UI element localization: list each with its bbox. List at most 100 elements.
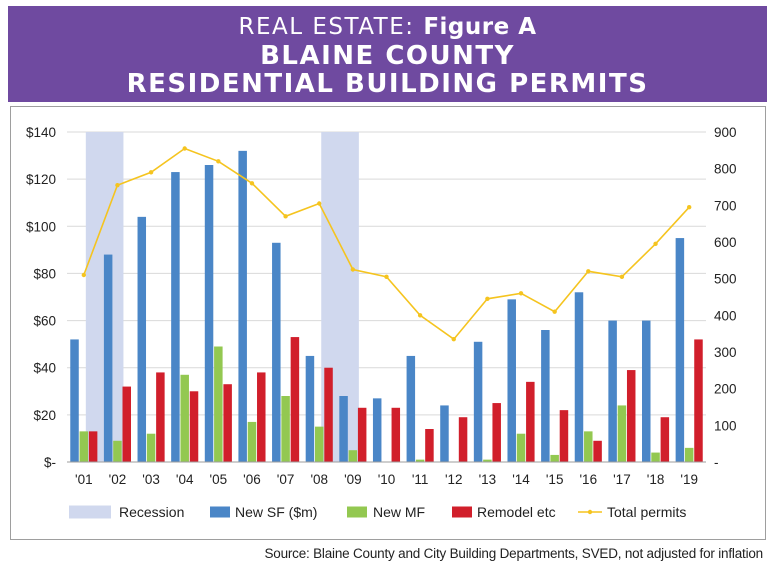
total-permits-point <box>148 170 154 175</box>
remodel-bar <box>526 381 535 462</box>
total-permits-point <box>249 181 255 186</box>
new-sf-bar <box>642 320 651 462</box>
legend-label: Remodel etc <box>477 504 556 520</box>
remodel-bar <box>257 372 266 462</box>
new-sf-bar <box>103 254 113 462</box>
x-tick-label: '11 <box>412 472 429 487</box>
remodel-bar <box>357 407 367 462</box>
x-tick-label: '15 <box>546 472 564 487</box>
x-tick-label: '14 <box>512 472 530 487</box>
header-banner: REAL ESTATE: Figure A BLAINE COUNTY RESI… <box>8 6 767 102</box>
left-tick-label: $40 <box>33 361 56 376</box>
new-mf-bar <box>314 426 324 462</box>
x-tick-label: '07 <box>277 472 295 487</box>
new-mf-bar <box>348 450 358 462</box>
header-kicker: REAL ESTATE: Figure A <box>8 14 767 40</box>
new-sf-bar <box>272 242 281 462</box>
right-tick-label: 400 <box>714 308 737 323</box>
x-tick-label: '12 <box>445 472 463 487</box>
new-sf-bar <box>238 150 247 462</box>
left-tick-label: $80 <box>33 266 56 281</box>
new-sf-bar <box>675 238 685 462</box>
legend-label: New SF ($m) <box>235 504 317 520</box>
total-permits-point <box>182 146 187 151</box>
remodel-bar <box>694 339 703 462</box>
x-tick-label: '02 <box>109 472 127 487</box>
x-tick-label: '10 <box>378 472 396 487</box>
total-permits-point <box>653 241 658 247</box>
new-sf-bar <box>171 172 180 463</box>
new-sf-bar <box>339 396 348 462</box>
right-tick-label: 500 <box>714 272 737 287</box>
new-mf-bar <box>247 421 257 462</box>
legend-new-sf-swatch <box>210 506 230 518</box>
left-tick-label: $100 <box>26 219 56 234</box>
remodel-bar <box>156 372 165 462</box>
total-permits-point <box>518 291 524 296</box>
right-tick-label: 600 <box>714 235 737 250</box>
new-mf-bar <box>214 346 223 462</box>
total-permits-point <box>350 267 356 272</box>
legend-label: Recession <box>119 504 184 520</box>
right-tick-label: 300 <box>714 345 737 360</box>
right-tick-label: 700 <box>714 198 737 213</box>
remodel-bar <box>559 410 569 462</box>
legend-total-marker <box>587 509 593 515</box>
x-tick-label: '06 <box>243 472 261 487</box>
remodel-bar <box>492 403 501 462</box>
new-sf-bar <box>608 320 617 462</box>
new-mf-bar <box>113 440 122 462</box>
title-line-2: RESIDENTIAL BUILDING PERMITS <box>126 69 649 99</box>
remodel-bar <box>324 367 333 462</box>
remodel-bar <box>290 337 300 462</box>
new-mf-bar <box>146 433 156 462</box>
right-tick-label: - <box>714 455 719 470</box>
x-tick-label: '03 <box>142 472 160 487</box>
new-sf-bar <box>440 405 449 462</box>
total-permits-point <box>686 204 692 210</box>
right-tick-label: 800 <box>714 162 737 177</box>
new-mf-bar <box>415 459 425 462</box>
total-permits-point <box>451 336 456 342</box>
right-tick-label: 200 <box>714 382 737 397</box>
figure-label: Figure A <box>423 14 537 40</box>
x-tick-label: '05 <box>210 472 228 487</box>
new-sf-bar <box>406 355 416 462</box>
new-mf-bar <box>684 447 694 462</box>
new-mf-bar <box>584 431 593 462</box>
total-permits-point <box>384 274 389 280</box>
title-line-1: BLAINE COUNTY <box>260 41 515 71</box>
total-permits-point <box>619 274 625 280</box>
permits-chart: $- $20 $40 $60 $80 $100 $120 $140 - 100 200 300 400 5… <box>26 125 737 520</box>
remodel-bar <box>660 417 670 462</box>
total-permits-point <box>485 296 490 302</box>
x-tick-label: '19 <box>680 472 698 487</box>
total-permits-point <box>283 214 288 219</box>
new-mf-bar <box>281 396 290 462</box>
total-permits-point <box>317 201 322 206</box>
x-tick-label: '13 <box>479 472 497 487</box>
right-tick-label: 100 <box>714 418 737 433</box>
chart-frame: $- $20 $40 $60 $80 $100 $120 $140 - 100 200 300 400 5… <box>10 106 766 540</box>
x-tick-label: '08 <box>310 472 328 487</box>
x-tick-label: '18 <box>647 472 665 487</box>
remodel-bar <box>223 384 232 462</box>
legend-recession-swatch <box>69 505 111 519</box>
x-tick-label: '09 <box>344 472 362 487</box>
total-permits-point <box>81 272 87 278</box>
remodel-bar <box>88 431 98 462</box>
new-sf-bar <box>507 299 516 462</box>
x-tick-label: '17 <box>613 472 631 487</box>
remodel-bar <box>458 417 468 462</box>
remodel-bar <box>189 391 199 462</box>
x-tick-label: '16 <box>579 472 597 487</box>
left-tick-label: $120 <box>26 172 56 187</box>
new-mf-bar <box>516 433 526 462</box>
total-permits-point <box>216 159 221 164</box>
new-mf-bar <box>79 431 89 462</box>
remodel-bar <box>626 370 636 462</box>
new-mf-bar <box>550 454 559 462</box>
remodel-bar <box>593 440 602 462</box>
new-sf-bar <box>541 330 550 462</box>
x-tick-label: '01 <box>75 472 93 487</box>
